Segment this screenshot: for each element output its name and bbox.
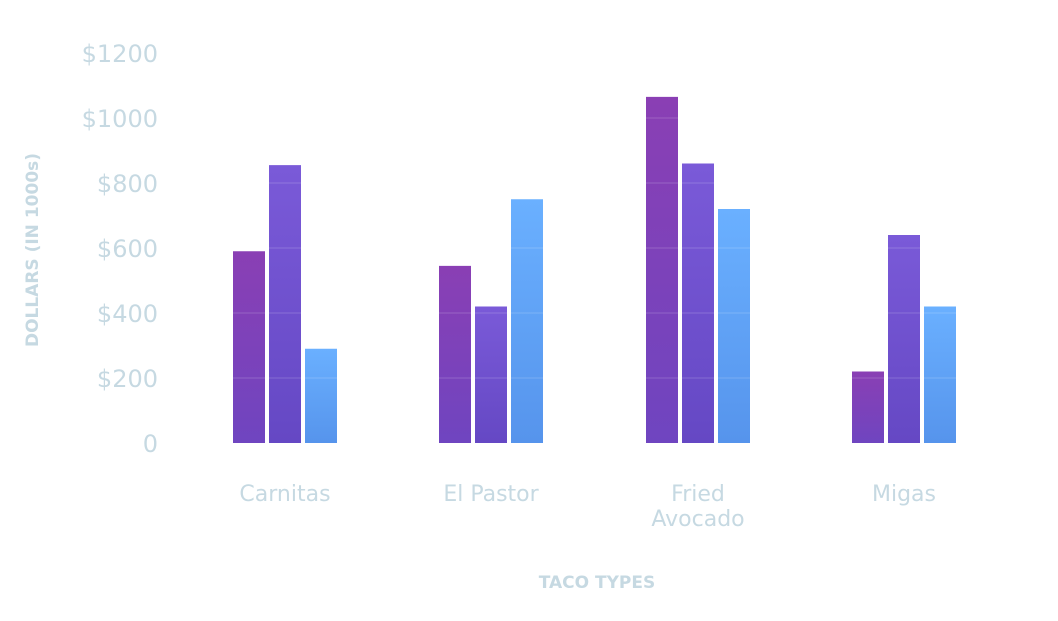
bars [233,96,956,443]
bar [233,251,265,443]
bar [305,348,337,443]
gridlines [200,52,980,379]
y-axis-ticks: 0 $200 $400 $600 $800 $1000 $1200 [82,40,158,458]
x-tick-label: Fried Avocado [651,482,744,532]
y-tick-label: $800 [97,170,158,198]
bar [852,371,884,443]
bar [269,165,301,443]
bar [439,265,471,443]
bar [646,96,678,443]
x-axis-title: TACO TYPES [539,573,656,593]
y-tick-label: $1200 [82,40,158,68]
y-tick-label: $400 [97,300,158,328]
bar [718,209,750,443]
bar [511,199,543,443]
y-axis-title: DOLLARS (IN 1000s) [23,153,43,347]
y-tick-label: $200 [97,365,158,393]
x-axis-categories: Carnitas El Pastor Fried Avocado Migas [239,482,936,532]
bar [924,306,956,443]
x-tick-label: Migas [872,482,936,507]
bar [888,235,920,443]
y-tick-label: 0 [143,430,158,458]
x-tick-label: El Pastor [443,482,539,507]
bar [682,163,714,443]
y-tick-label: $600 [97,235,158,263]
bar [475,306,507,443]
x-tick-label: Carnitas [239,482,330,507]
y-tick-label: $1000 [82,105,158,133]
